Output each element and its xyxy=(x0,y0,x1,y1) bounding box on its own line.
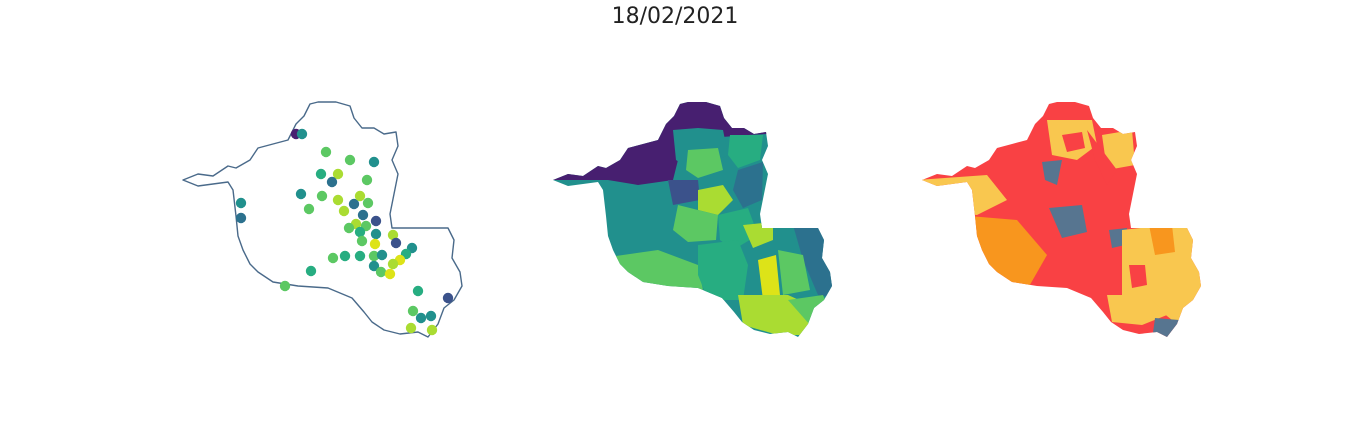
map-date-title: 18/02/2021 xyxy=(611,4,739,29)
choropleth-map xyxy=(553,102,832,337)
region-f xyxy=(698,185,733,215)
risk-zone-m xyxy=(1152,318,1179,337)
point-marker xyxy=(390,237,402,249)
point-marker xyxy=(362,197,374,209)
point-marker xyxy=(412,285,424,297)
point-marker xyxy=(332,194,344,206)
risk-map xyxy=(922,102,1201,337)
point-marker xyxy=(387,229,399,241)
region-m xyxy=(758,255,780,300)
risk-map-panel xyxy=(917,90,1217,350)
point-marker xyxy=(344,154,356,166)
point-marker xyxy=(370,215,382,227)
point-marker xyxy=(279,280,291,292)
point-marker xyxy=(407,305,419,317)
point-marker xyxy=(387,258,399,270)
point-marker xyxy=(384,268,396,280)
point-marker xyxy=(354,226,366,238)
point-marker xyxy=(305,265,317,277)
point-marker xyxy=(316,190,328,202)
risk-zone-l xyxy=(1107,295,1167,325)
point-marker xyxy=(368,156,380,168)
region-o xyxy=(738,295,810,335)
risk-zone-n xyxy=(1087,130,1117,185)
point-marker xyxy=(370,228,382,240)
region-l xyxy=(793,225,832,300)
choropleth-regions xyxy=(553,102,832,337)
risk-zone-c xyxy=(1102,130,1135,170)
point-marker xyxy=(235,197,247,209)
risk-zone-k xyxy=(1129,265,1147,288)
region-q xyxy=(743,222,773,248)
region-h xyxy=(718,208,758,250)
region-g xyxy=(673,205,718,242)
region-c xyxy=(686,148,723,178)
point-marker xyxy=(415,312,427,324)
point-marker xyxy=(442,292,454,304)
point-markers xyxy=(235,128,454,336)
point-marker xyxy=(332,168,344,180)
point-marker xyxy=(326,176,338,188)
point-marker xyxy=(348,198,360,210)
choropleth-map-panel xyxy=(548,90,848,350)
state-outline xyxy=(182,101,463,338)
point-marker xyxy=(426,324,438,336)
point-marker xyxy=(357,209,369,221)
risk-regions xyxy=(922,102,1201,337)
point-marker xyxy=(303,203,315,215)
point-marker xyxy=(338,205,350,217)
point-marker xyxy=(320,146,332,158)
point-marker xyxy=(354,190,366,202)
point-marker xyxy=(295,188,307,200)
point-marker xyxy=(375,266,387,278)
point-marker xyxy=(354,250,366,262)
point-marker xyxy=(356,235,368,247)
region-b xyxy=(728,135,763,168)
region-j xyxy=(698,240,748,300)
point-marker xyxy=(343,222,355,234)
point-marker xyxy=(376,249,388,261)
point-marker xyxy=(369,238,381,250)
point-marker xyxy=(405,322,417,334)
point-marker xyxy=(296,128,308,140)
risk-zone-j xyxy=(1149,225,1175,255)
region-n xyxy=(778,250,810,295)
risk-zone-b xyxy=(1062,132,1085,152)
point-marker xyxy=(339,250,351,262)
risk-zone-f xyxy=(1042,160,1062,185)
point-map-panel xyxy=(178,90,478,350)
point-marker xyxy=(327,252,339,264)
region-d xyxy=(733,162,763,208)
point-marker xyxy=(361,174,373,186)
region-e xyxy=(668,180,700,205)
point-marker xyxy=(235,212,247,224)
point-marker xyxy=(425,310,437,322)
risk-zone-g xyxy=(1049,205,1087,238)
point-marker xyxy=(315,168,327,180)
point-marker xyxy=(368,260,380,272)
point-map xyxy=(182,101,463,338)
point-marker xyxy=(368,250,380,262)
